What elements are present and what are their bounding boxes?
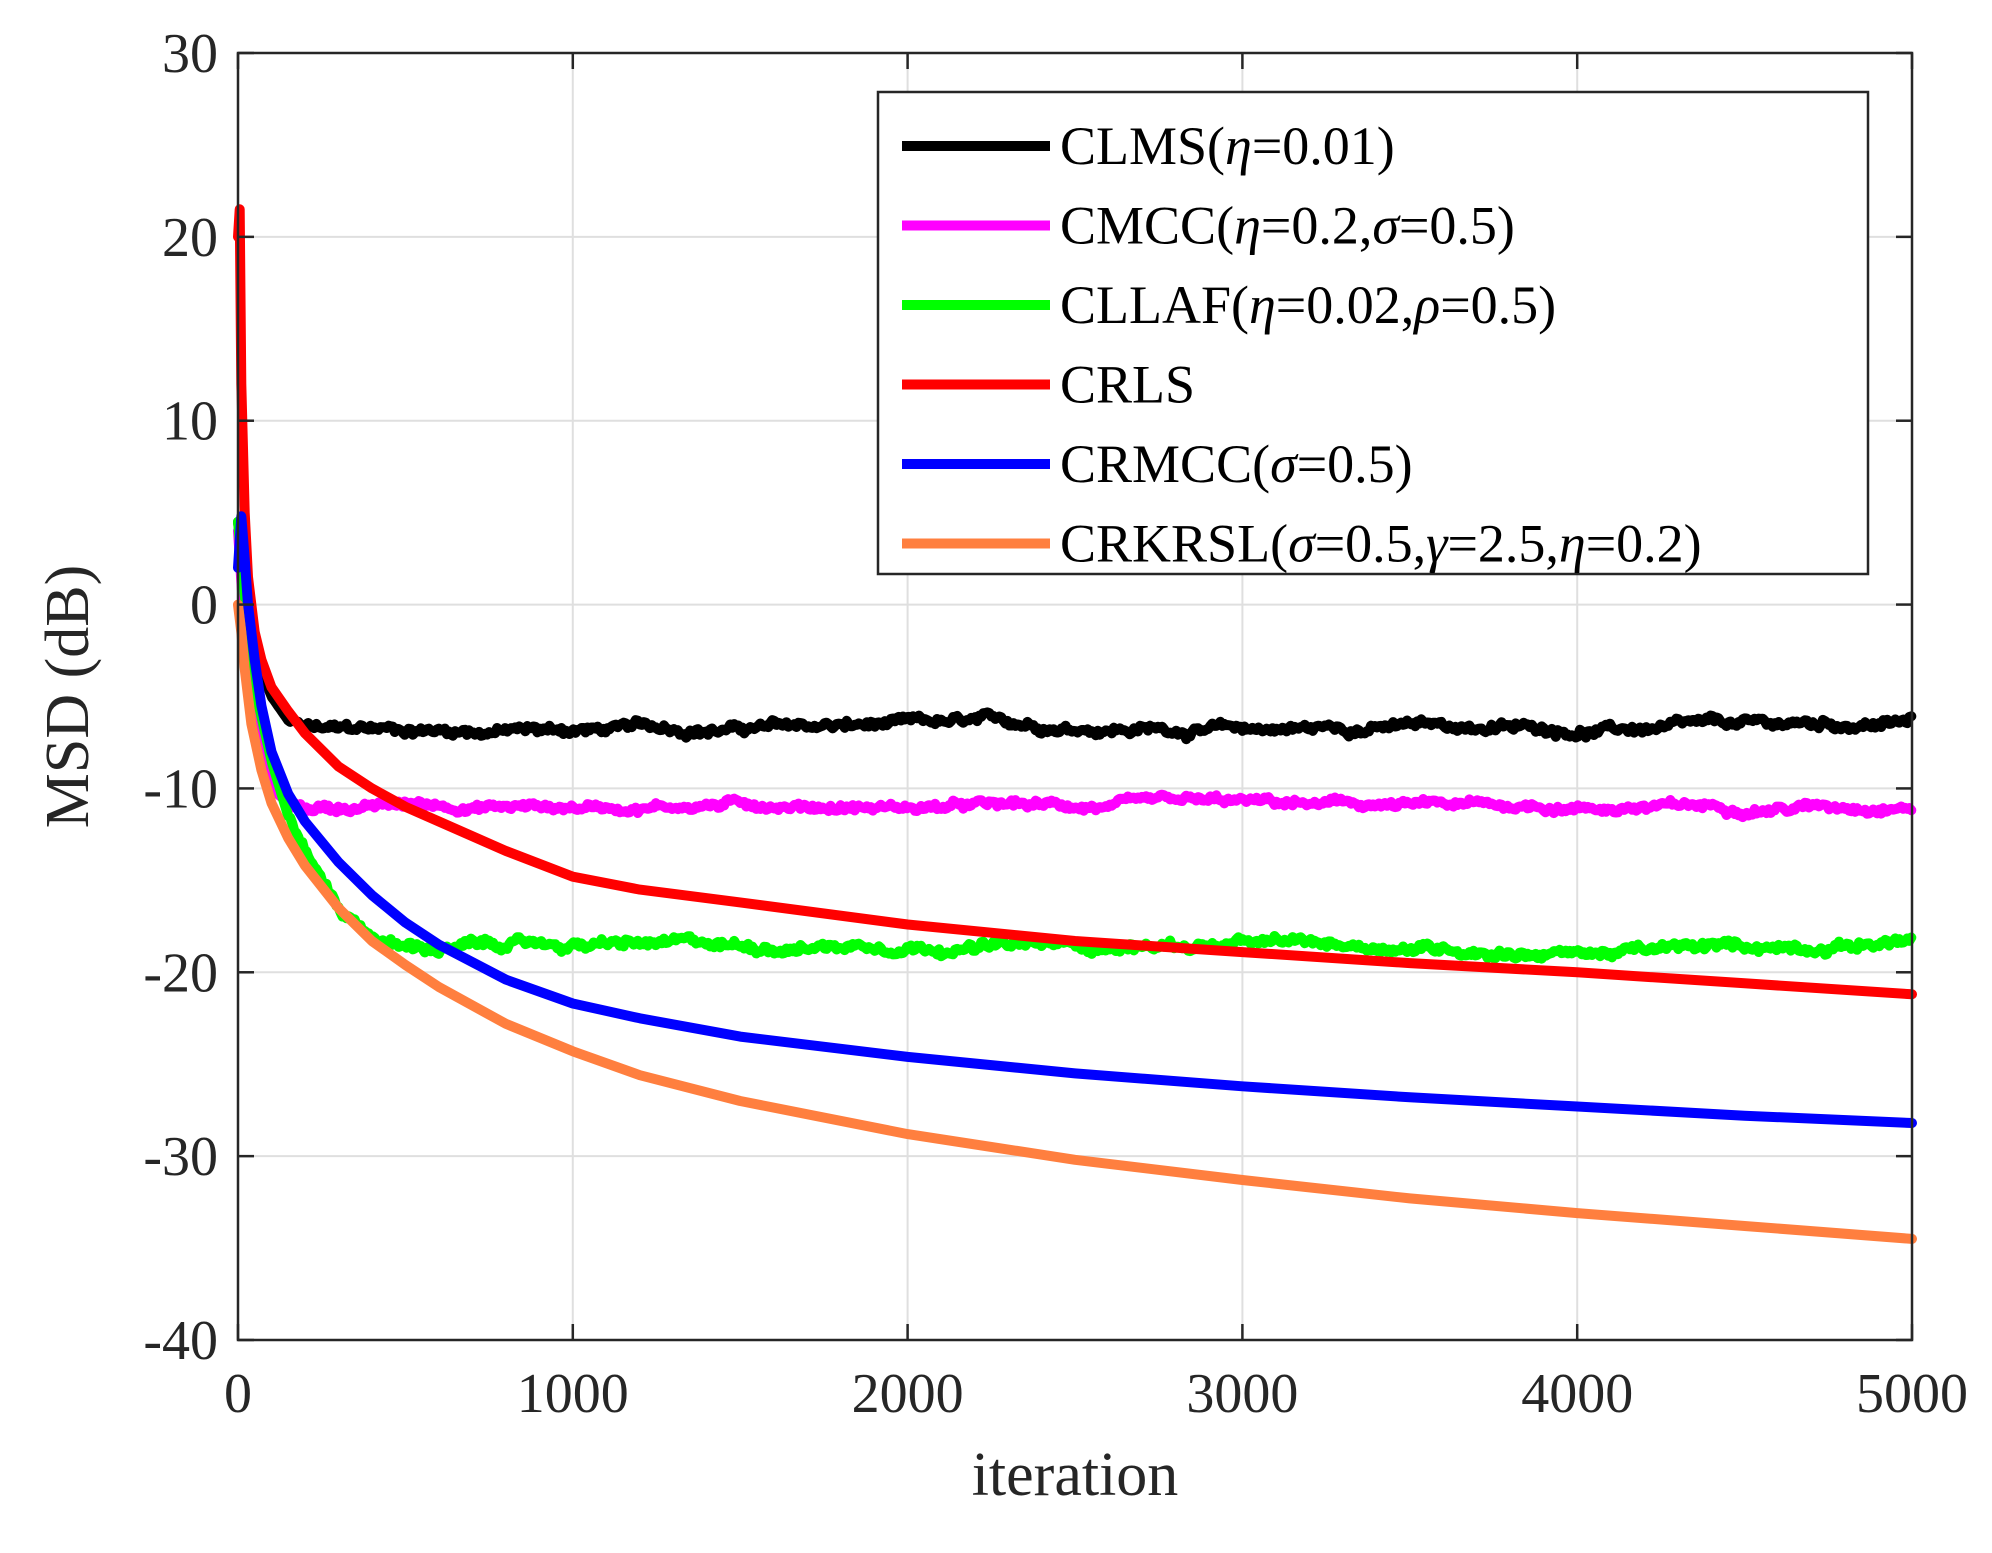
legend-label-1: CMCC(η=0.2,σ=0.5) [1060, 196, 1515, 256]
axes [236, 51, 1914, 1342]
x-axis-label: iteration [972, 1441, 1179, 1509]
y-tick-label: 20 [162, 207, 218, 269]
series-layer [233, 204, 1917, 1244]
series-line-5 [233, 599, 1917, 1244]
legend-label-5: CRKRSL(σ=0.5,γ=2.5,η=0.2) [1060, 514, 1702, 574]
y-tick-label: 30 [162, 23, 218, 85]
x-tick-label: 5000 [1856, 1363, 1968, 1425]
y-tick-label: 10 [162, 391, 218, 453]
legend-label-3: CRLS [1060, 355, 1195, 415]
legend-label-4: CRMCC(σ=0.5) [1060, 434, 1413, 494]
y-axis-label: MSD (dB) [34, 565, 102, 829]
x-tick-label: 3000 [1186, 1363, 1298, 1425]
series-line-4 [233, 511, 1917, 1128]
legend: CLMS(η=0.01) CMCC(η=0.2,σ=0.5) CLLAF(η=0.0… [876, 90, 1870, 576]
series-line-1 [233, 526, 1917, 823]
y-tick-label: -40 [143, 1310, 218, 1372]
y-tick-label: -30 [143, 1126, 218, 1188]
y-tick-label: -20 [143, 942, 218, 1004]
x-tick-label: 1000 [517, 1363, 629, 1425]
axes-box [236, 51, 1914, 1342]
x-tick-label: 4000 [1521, 1363, 1633, 1425]
y-tick-label: 0 [190, 575, 218, 637]
x-tick-label: 2000 [852, 1363, 964, 1425]
series-line-0 [233, 516, 1917, 745]
legend-box [876, 90, 1870, 576]
legend-label-0: CLMS(η=0.01) [1060, 116, 1395, 176]
legend-label-2: CLLAF(η=0.02,ρ=0.5) [1060, 275, 1556, 335]
x-tick-label: 0 [224, 1363, 252, 1425]
tick-labels: 0 1000 2000 3000 4000 5000 30 20 10 0 -10 -20 -30 -40 [143, 23, 1968, 1425]
y-tick-label: -10 [143, 758, 218, 820]
